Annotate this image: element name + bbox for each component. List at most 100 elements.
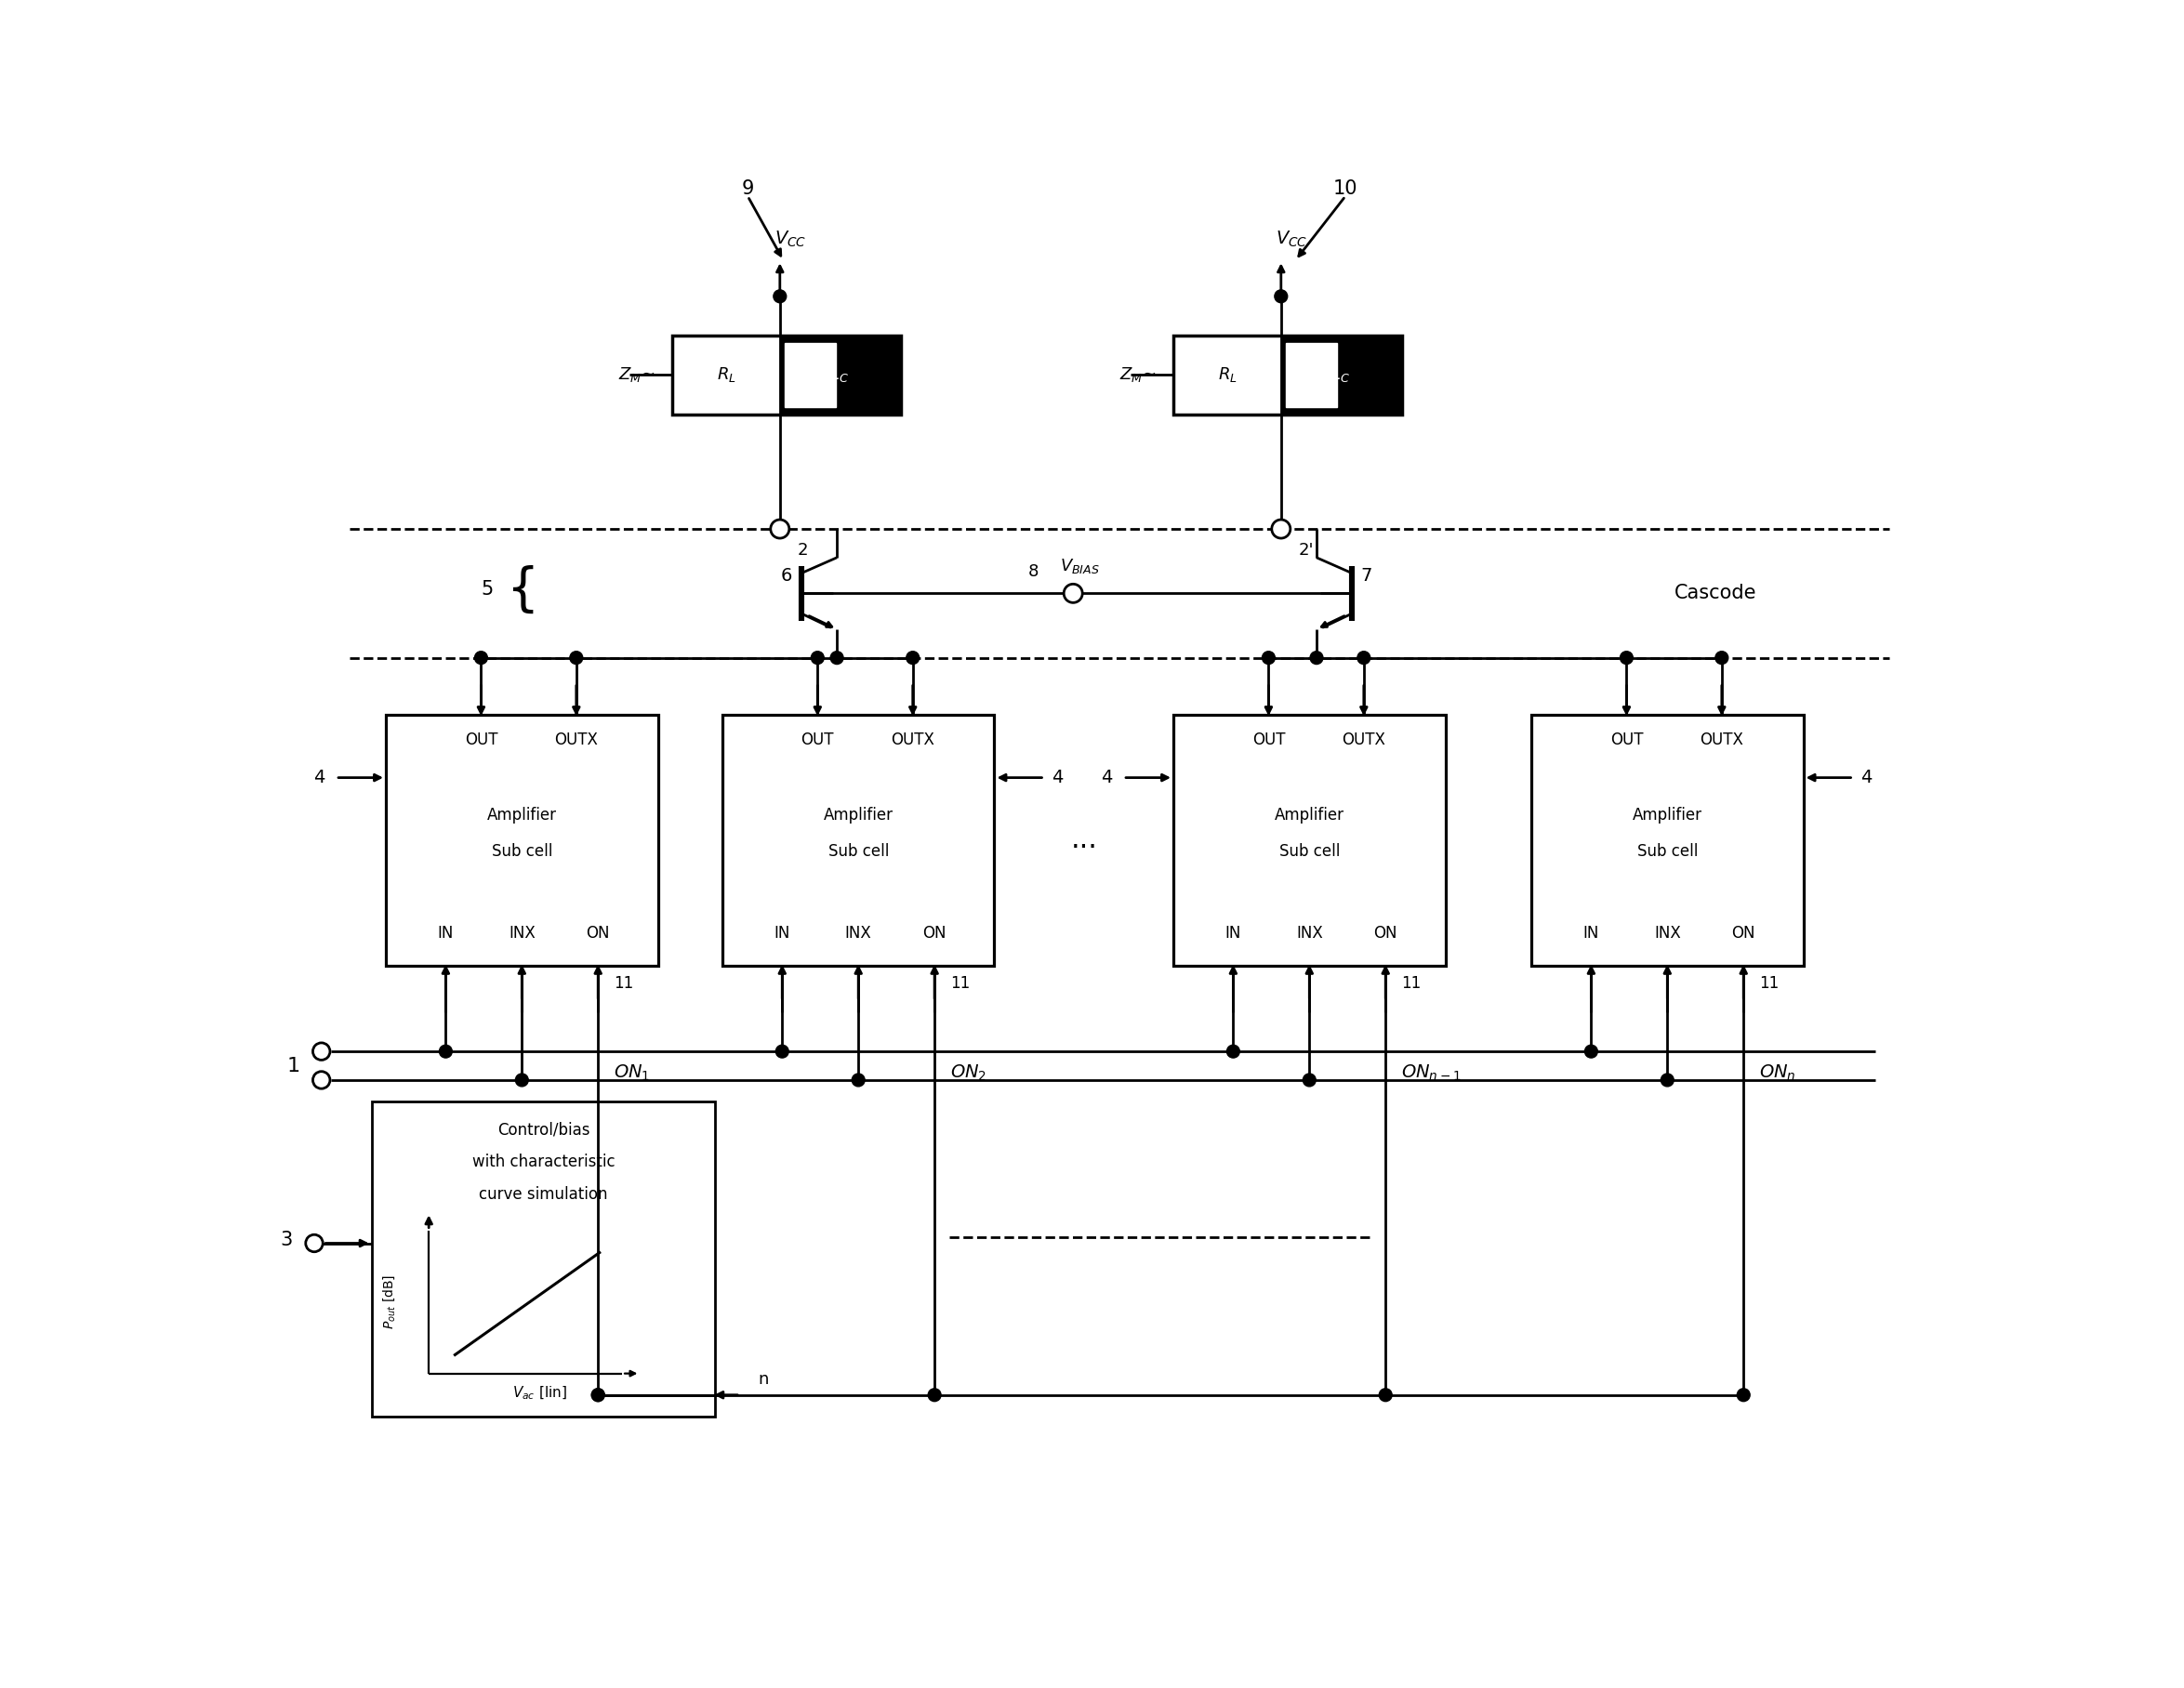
Text: 11: 11: [950, 976, 970, 993]
Circle shape: [312, 1043, 330, 1060]
Circle shape: [1227, 1045, 1241, 1058]
Text: 2: 2: [797, 542, 808, 559]
Circle shape: [306, 1234, 323, 1252]
Text: INX: INX: [509, 925, 535, 942]
Circle shape: [592, 1389, 605, 1401]
Circle shape: [1714, 652, 1728, 663]
Text: 10: 10: [1332, 179, 1358, 197]
Text: Control/bias: Control/bias: [498, 1123, 590, 1138]
Circle shape: [1660, 1074, 1673, 1087]
Bar: [387, 716, 657, 966]
Text: ON: ON: [1732, 925, 1756, 942]
Circle shape: [474, 652, 487, 663]
Circle shape: [1621, 652, 1634, 663]
Circle shape: [775, 1045, 788, 1058]
Text: 11: 11: [1402, 976, 1422, 993]
Circle shape: [1356, 652, 1369, 663]
Circle shape: [1262, 652, 1275, 663]
Text: ON: ON: [922, 925, 946, 942]
Text: $Z_M$~: $Z_M$~: [618, 366, 655, 385]
Text: Amplifier: Amplifier: [1631, 807, 1701, 824]
Text: $V_{ac}$ [lin]: $V_{ac}$ [lin]: [513, 1384, 568, 1403]
Text: Amplifier: Amplifier: [1275, 807, 1343, 824]
Circle shape: [1064, 584, 1083, 603]
Text: Cascode: Cascode: [1675, 584, 1756, 603]
Text: OUT: OUT: [1610, 731, 1642, 748]
Bar: [780, 336, 902, 415]
Bar: [723, 716, 994, 966]
Circle shape: [810, 652, 823, 663]
Circle shape: [312, 1072, 330, 1089]
Text: IN: IN: [1583, 925, 1599, 942]
Text: $V_{CC}$: $V_{CC}$: [1275, 230, 1308, 248]
Bar: [1173, 336, 1402, 415]
Circle shape: [1275, 290, 1289, 302]
Circle shape: [592, 1389, 605, 1401]
Circle shape: [439, 1045, 452, 1058]
Text: OUTX: OUTX: [1341, 731, 1385, 748]
Circle shape: [773, 523, 786, 535]
Text: 7: 7: [1361, 567, 1372, 584]
Text: Sub cell: Sub cell: [1280, 842, 1339, 859]
Text: $P_{out}$ [dB]: $P_{out}$ [dB]: [382, 1274, 397, 1330]
Text: IN: IN: [437, 925, 454, 942]
Text: {: {: [505, 565, 537, 614]
Text: 9: 9: [740, 179, 753, 197]
Text: Amplifier: Amplifier: [823, 807, 893, 824]
Text: OUT: OUT: [802, 731, 834, 748]
Text: 1: 1: [286, 1057, 299, 1075]
Text: $L_C$: $L_C$: [1330, 366, 1350, 385]
Circle shape: [906, 652, 919, 663]
Text: $ON_n$: $ON_n$: [1760, 1063, 1795, 1082]
Text: OUTX: OUTX: [891, 731, 935, 748]
Circle shape: [771, 520, 788, 538]
Circle shape: [830, 652, 843, 663]
Circle shape: [1586, 1045, 1599, 1058]
Text: 6: 6: [782, 567, 793, 584]
Bar: [1286, 343, 1337, 407]
Text: 5: 5: [480, 581, 494, 599]
Text: 4: 4: [1861, 768, 1872, 787]
Circle shape: [1310, 652, 1324, 663]
Text: INX: INX: [1295, 925, 1324, 942]
Circle shape: [1378, 1389, 1391, 1401]
Text: 2': 2': [1299, 542, 1315, 559]
Circle shape: [570, 652, 583, 663]
Bar: [784, 343, 836, 407]
Text: IN: IN: [1225, 925, 1241, 942]
Text: 4: 4: [1053, 768, 1064, 787]
Text: 4: 4: [314, 768, 325, 787]
Circle shape: [1736, 1389, 1749, 1401]
Text: $R_L$: $R_L$: [716, 366, 736, 385]
Text: Sub cell: Sub cell: [1638, 842, 1697, 859]
Text: $Z_M$~: $Z_M$~: [1118, 366, 1155, 385]
Text: 3: 3: [280, 1231, 293, 1249]
Text: n: n: [758, 1371, 769, 1388]
Circle shape: [1271, 520, 1291, 538]
Text: $V_{CC}$: $V_{CC}$: [775, 230, 806, 248]
Text: 8: 8: [1029, 564, 1040, 581]
Circle shape: [1275, 523, 1289, 535]
Text: $ON_1$: $ON_1$: [614, 1063, 651, 1082]
Text: $ON_2$: $ON_2$: [950, 1063, 987, 1082]
Bar: [1531, 716, 1804, 966]
Text: OUTX: OUTX: [1699, 731, 1743, 748]
Text: ...: ...: [1070, 827, 1096, 854]
Text: $R_L$: $R_L$: [1216, 366, 1236, 385]
Text: $V_{BIAS}$: $V_{BIAS}$: [1061, 557, 1101, 576]
Bar: [1173, 716, 1446, 966]
Text: ON: ON: [1374, 925, 1398, 942]
Circle shape: [515, 1074, 529, 1087]
Text: $ON_{n-1}$: $ON_{n-1}$: [1402, 1063, 1461, 1082]
Text: Sub cell: Sub cell: [828, 842, 889, 859]
Text: OUT: OUT: [1251, 731, 1284, 748]
Text: ON: ON: [585, 925, 609, 942]
Text: INX: INX: [845, 925, 871, 942]
Text: OUTX: OUTX: [555, 731, 598, 748]
Bar: [1282, 336, 1402, 415]
Text: Sub cell: Sub cell: [491, 842, 553, 859]
Circle shape: [928, 1389, 941, 1401]
Bar: [673, 336, 902, 415]
Bar: [371, 1102, 714, 1416]
Text: 11: 11: [614, 976, 633, 993]
